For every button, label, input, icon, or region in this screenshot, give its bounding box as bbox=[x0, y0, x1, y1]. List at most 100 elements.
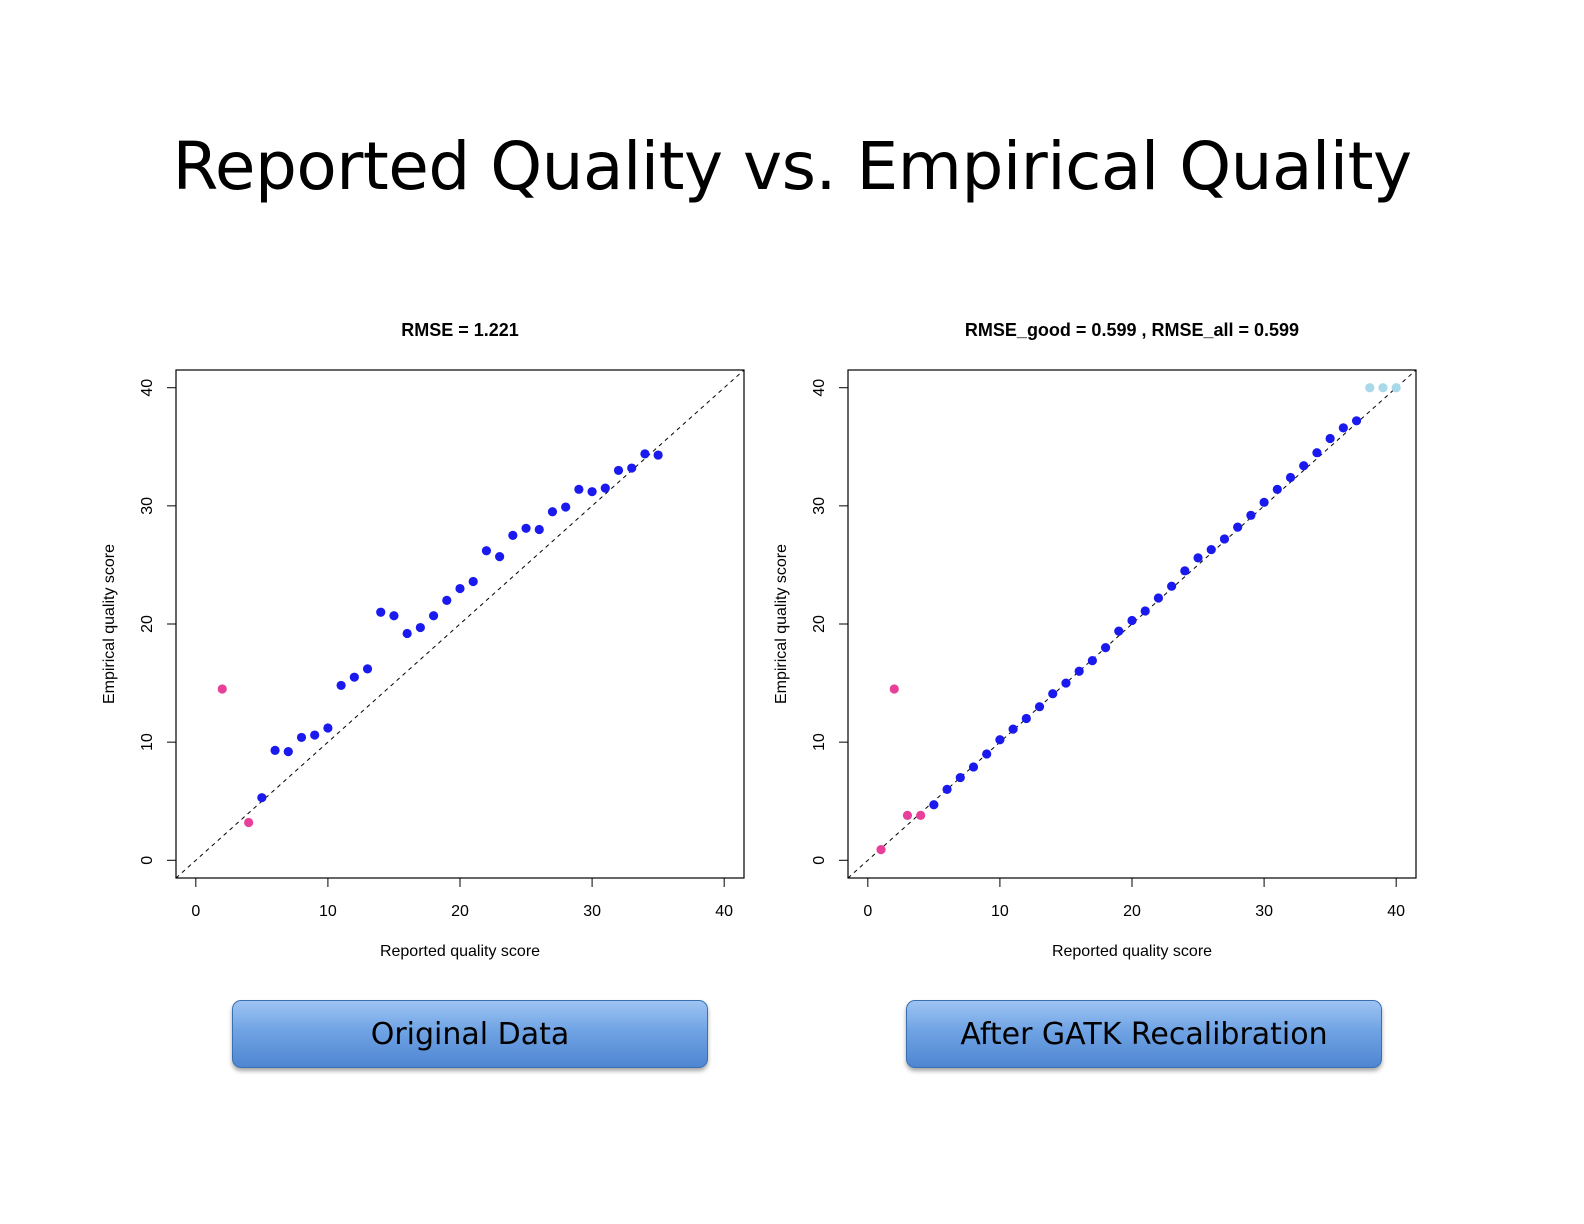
scatter-plot-recalibrated-svg: RMSE_good = 0.599 , RMSE_all = 0.599 0 10 2… bbox=[773, 320, 1417, 960]
data-point bbox=[1338, 423, 1348, 433]
data-point bbox=[955, 772, 965, 783]
data-point bbox=[653, 450, 663, 460]
y-tick-label: 30 bbox=[811, 497, 828, 515]
y-tick-label: 40 bbox=[811, 379, 828, 397]
data-point bbox=[1114, 626, 1124, 636]
data-point bbox=[1167, 581, 1177, 591]
data-point bbox=[1285, 472, 1296, 483]
data-point bbox=[217, 684, 227, 694]
data-point bbox=[1272, 484, 1282, 494]
data-point bbox=[1034, 702, 1045, 712]
data-point bbox=[876, 845, 886, 855]
data-point bbox=[376, 607, 386, 617]
y-tick-label: 40 bbox=[139, 379, 156, 397]
data-point bbox=[627, 463, 637, 473]
chart-title: RMSE = 1.221 bbox=[401, 320, 519, 340]
y-tick-label: 0 bbox=[139, 856, 156, 865]
y-axis-label: Empirical quality score bbox=[101, 544, 118, 704]
data-point bbox=[1312, 448, 1322, 458]
data-point bbox=[1378, 383, 1388, 393]
x-tick-label: 0 bbox=[863, 903, 872, 920]
data-point bbox=[1325, 433, 1335, 444]
data-point bbox=[508, 530, 518, 540]
data-point bbox=[889, 684, 899, 694]
x-axis-label: Reported quality score bbox=[380, 943, 540, 960]
y-tick-label: 10 bbox=[811, 733, 828, 751]
data-point bbox=[481, 546, 492, 556]
data-point bbox=[362, 664, 373, 674]
data-point bbox=[613, 465, 624, 476]
data-point bbox=[336, 680, 346, 691]
x-tick-label: 20 bbox=[1123, 903, 1141, 920]
x-tick-label: 0 bbox=[191, 903, 200, 920]
recalibrated-data-caption: After GATK Recalibration bbox=[906, 1000, 1382, 1068]
x-tick-label: 40 bbox=[715, 903, 733, 920]
data-point bbox=[1087, 656, 1097, 666]
slide-title: Reported Quality vs. Empirical Quality bbox=[172, 128, 1412, 205]
data-point bbox=[982, 749, 992, 759]
data-point bbox=[389, 611, 399, 621]
data-point bbox=[1140, 606, 1150, 616]
x-tick-label: 30 bbox=[1255, 903, 1273, 920]
scatter-plot-original-svg: RMSE = 1.221 0 10 20 30 40 0 10 20 30 40 Reported q… bbox=[101, 320, 745, 960]
data-point bbox=[534, 524, 544, 535]
data-point bbox=[1391, 383, 1401, 393]
y-tick-label: 20 bbox=[139, 615, 156, 633]
data-point bbox=[310, 730, 320, 740]
data-point bbox=[270, 745, 280, 756]
data-point bbox=[349, 672, 359, 682]
data-point bbox=[1299, 461, 1309, 471]
data-point bbox=[968, 762, 979, 772]
scatter-plot-recalibrated: RMSE_good = 0.599 , RMSE_all = 0.599 0 10 2… bbox=[768, 300, 1448, 980]
data-point bbox=[244, 817, 254, 828]
data-point bbox=[1246, 510, 1256, 520]
data-point bbox=[1365, 383, 1375, 393]
data-point bbox=[1100, 643, 1111, 653]
data-point bbox=[296, 732, 307, 743]
data-point bbox=[587, 487, 597, 497]
x-axis-label: Reported quality score bbox=[1052, 943, 1212, 960]
x-tick-label: 30 bbox=[583, 903, 601, 920]
data-point bbox=[1351, 416, 1362, 426]
y-tick-label: 20 bbox=[811, 615, 828, 633]
x-tick-label: 10 bbox=[319, 903, 337, 920]
data-point bbox=[428, 611, 439, 621]
data-point bbox=[1259, 497, 1269, 507]
data-point bbox=[1008, 724, 1018, 734]
data-point bbox=[1206, 544, 1216, 555]
data-point bbox=[283, 746, 293, 757]
x-tick-label: 20 bbox=[451, 903, 469, 920]
data-point bbox=[640, 449, 650, 459]
data-point bbox=[1048, 689, 1058, 699]
data-point bbox=[1061, 678, 1071, 688]
y-tick-label: 0 bbox=[811, 856, 828, 865]
identity-line bbox=[847, 369, 1417, 879]
data-point bbox=[1074, 666, 1084, 676]
data-point bbox=[468, 576, 478, 587]
data-point bbox=[1233, 522, 1243, 532]
data-point bbox=[574, 484, 584, 494]
y-axis-label: Empirical quality score bbox=[773, 544, 790, 704]
data-point bbox=[1153, 593, 1164, 603]
data-point bbox=[942, 784, 952, 794]
y-tick-label: 10 bbox=[139, 733, 156, 751]
data-point bbox=[929, 800, 939, 810]
x-tick-label: 40 bbox=[1387, 903, 1405, 920]
data-point bbox=[600, 483, 610, 493]
data-point bbox=[1193, 553, 1203, 563]
y-tick-label: 30 bbox=[139, 497, 156, 515]
data-point bbox=[916, 810, 926, 820]
data-point bbox=[323, 723, 333, 733]
data-point bbox=[547, 507, 558, 517]
data-point bbox=[1127, 615, 1137, 626]
data-point bbox=[561, 502, 571, 512]
data-point bbox=[995, 735, 1005, 745]
data-point bbox=[1021, 713, 1031, 724]
scatter-plot-original: RMSE = 1.221 0 10 20 30 40 0 10 20 30 40 Reported q… bbox=[96, 300, 776, 980]
data-point bbox=[402, 628, 412, 639]
data-point bbox=[455, 583, 465, 594]
data-point bbox=[1219, 534, 1230, 544]
data-point bbox=[495, 552, 505, 562]
data-point bbox=[415, 622, 425, 633]
original-data-caption: Original Data bbox=[232, 1000, 708, 1068]
